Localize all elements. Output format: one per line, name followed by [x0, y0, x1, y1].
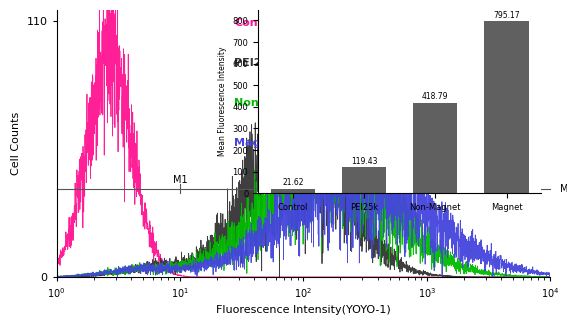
Bar — [342, 167, 386, 193]
Text: M2: M2 — [560, 184, 567, 194]
Text: M1: M1 — [173, 175, 187, 185]
Text: 21.62: 21.62 — [282, 178, 304, 187]
Text: 418.79: 418.79 — [422, 92, 448, 101]
Text: Control: Control — [234, 18, 280, 28]
Text: 119.43: 119.43 — [351, 157, 378, 166]
Y-axis label: Cell Counts: Cell Counts — [11, 112, 21, 175]
Bar — [484, 22, 528, 193]
Y-axis label: Mean Fluorescence Intensity: Mean Fluorescence Intensity — [218, 47, 227, 156]
Text: PEI25k:96.96%: PEI25k:96.96% — [234, 58, 328, 68]
Bar — [271, 189, 315, 193]
Text: Non-Magnet:99.48%: Non-Magnet:99.48% — [234, 98, 362, 108]
X-axis label: Fluorescence Intensity(YOYO-1): Fluorescence Intensity(YOYO-1) — [216, 305, 391, 315]
Text: 795.17: 795.17 — [493, 11, 520, 20]
Bar — [413, 103, 458, 193]
Text: Magnet:99.81%: Magnet:99.81% — [234, 138, 332, 148]
